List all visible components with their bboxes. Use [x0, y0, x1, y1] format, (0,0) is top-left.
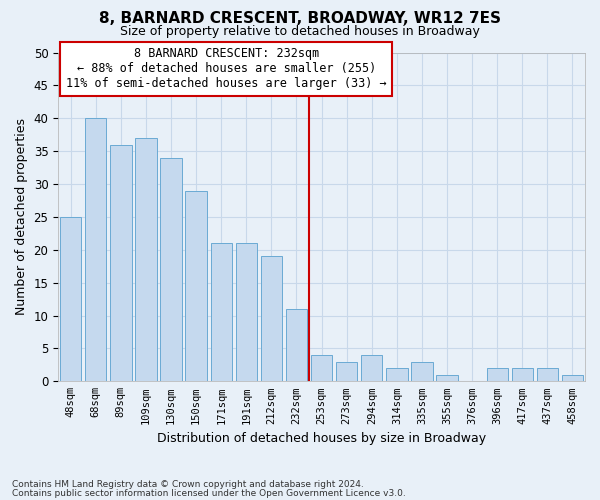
Bar [286, 309, 307, 382]
Bar [60, 217, 82, 382]
Bar [512, 368, 533, 382]
Bar [562, 374, 583, 382]
Bar [211, 243, 232, 382]
Bar [311, 355, 332, 382]
Bar [261, 256, 282, 382]
Text: Size of property relative to detached houses in Broadway: Size of property relative to detached ho… [120, 25, 480, 38]
Bar [336, 362, 358, 382]
Bar [361, 355, 382, 382]
Bar [436, 374, 458, 382]
Bar [537, 368, 558, 382]
Bar [185, 190, 207, 382]
Text: 8, BARNARD CRESCENT, BROADWAY, WR12 7ES: 8, BARNARD CRESCENT, BROADWAY, WR12 7ES [99, 11, 501, 26]
Bar [160, 158, 182, 382]
Text: Contains HM Land Registry data © Crown copyright and database right 2024.: Contains HM Land Registry data © Crown c… [12, 480, 364, 489]
Y-axis label: Number of detached properties: Number of detached properties [15, 118, 28, 316]
Bar [135, 138, 157, 382]
Bar [110, 144, 131, 382]
Bar [85, 118, 106, 382]
Bar [386, 368, 407, 382]
Bar [411, 362, 433, 382]
Bar [236, 243, 257, 382]
Text: Contains public sector information licensed under the Open Government Licence v3: Contains public sector information licen… [12, 488, 406, 498]
Text: 8 BARNARD CRESCENT: 232sqm
← 88% of detached houses are smaller (255)
11% of sem: 8 BARNARD CRESCENT: 232sqm ← 88% of deta… [66, 48, 386, 90]
Bar [487, 368, 508, 382]
X-axis label: Distribution of detached houses by size in Broadway: Distribution of detached houses by size … [157, 432, 486, 445]
